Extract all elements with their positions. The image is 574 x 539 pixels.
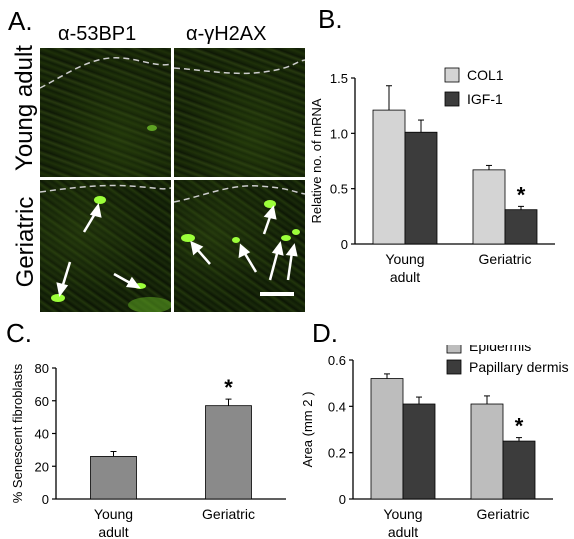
x-category-label: Young bbox=[385, 251, 424, 267]
x-category-label: Young bbox=[94, 506, 133, 522]
bar bbox=[372, 109, 406, 245]
y-tick-label: 80 bbox=[35, 361, 49, 376]
tissue-boundary-line bbox=[40, 57, 171, 131]
y-tick-label: 1.0 bbox=[330, 126, 348, 141]
y-tick-label: 60 bbox=[35, 394, 49, 409]
y-tick-label: 0 bbox=[339, 492, 346, 507]
tissue-boundary-line bbox=[174, 59, 305, 75]
bar bbox=[404, 131, 438, 245]
legend-swatch bbox=[444, 91, 460, 107]
bar bbox=[370, 378, 404, 500]
bar bbox=[504, 209, 538, 245]
panel-b-letter: B. bbox=[318, 4, 343, 34]
legend-label: IGF-1 bbox=[467, 91, 503, 107]
micrograph-geriatric-gh2ax bbox=[174, 180, 305, 312]
y-axis-title: Relative no. of mRNA bbox=[309, 98, 324, 223]
bar bbox=[502, 440, 536, 500]
column-header-gh2ax: α-γH2AX bbox=[186, 23, 267, 45]
chart-c-senescent: 0 20 40 60 80 % Senescent fibroblasts Young adu… bbox=[10, 361, 286, 539]
y-tick-label: 1.5 bbox=[330, 71, 348, 86]
x-category-label: Geriatric bbox=[477, 506, 530, 522]
y-tick-label: 0 bbox=[341, 237, 348, 252]
micrograph-young-gh2ax bbox=[174, 48, 305, 177]
geriatric-gh2ax-overlay bbox=[174, 185, 305, 296]
legend-label: Papillary dermis bbox=[469, 359, 569, 375]
column-header-53bp1: α-53BP1 bbox=[58, 23, 137, 45]
row-label-young-adult: Young adult bbox=[11, 45, 38, 171]
bar bbox=[90, 456, 137, 500]
bar bbox=[205, 405, 252, 500]
micrograph-grid bbox=[40, 48, 305, 312]
legend-swatch bbox=[446, 359, 462, 375]
y-tick-label: 0.4 bbox=[328, 399, 346, 414]
y-tick-label: 20 bbox=[35, 459, 49, 474]
y-tick-label: 0.5 bbox=[330, 182, 348, 197]
bar bbox=[472, 169, 506, 245]
y-tick-label: 0 bbox=[42, 492, 49, 507]
chart-b-mrna: 0 0.5 1.0 1.5 Relative no. of mRNA Young adult… bbox=[309, 67, 555, 285]
micrograph-geriatric-53bp1 bbox=[40, 180, 171, 312]
micrograph-young-53bp1 bbox=[40, 48, 171, 177]
x-category-label: Geriatric bbox=[202, 506, 255, 522]
bar bbox=[402, 403, 436, 500]
panel-c-letter: C. bbox=[6, 318, 32, 348]
significance-asterisk: * bbox=[515, 414, 524, 439]
row-label-geriatric: Geriatric bbox=[12, 196, 39, 288]
y-tick-label: 0.6 bbox=[328, 353, 346, 368]
legend-label: Epidermis bbox=[469, 345, 531, 354]
x-category-label: Young bbox=[383, 506, 422, 522]
y-tick-label: 0.2 bbox=[328, 446, 346, 461]
significance-asterisk: * bbox=[517, 182, 526, 207]
y-tick-label: 40 bbox=[35, 427, 49, 442]
x-category-label: adult bbox=[390, 269, 420, 285]
geriatric-53bp1-overlay bbox=[40, 184, 171, 312]
chart-d-area: 0 0.2 0.4 0.6 Area (mm 2 ) Young adult Geriatri… bbox=[300, 345, 569, 539]
bar bbox=[470, 403, 504, 500]
legend-label: COL1 bbox=[467, 67, 504, 83]
legend-swatch bbox=[444, 67, 460, 83]
panel-a-letter: A. bbox=[8, 6, 33, 36]
panel-d-letter: D. bbox=[312, 318, 338, 348]
y-axis-title: % Senescent fibroblasts bbox=[10, 363, 25, 503]
significance-asterisk: * bbox=[224, 375, 233, 400]
x-category-label: adult bbox=[98, 524, 128, 539]
x-category-label: adult bbox=[388, 524, 418, 539]
y-axis-title: Area (mm 2 ) bbox=[300, 392, 315, 468]
scale-bar bbox=[260, 292, 294, 296]
x-category-label: Geriatric bbox=[479, 251, 532, 267]
legend-swatch bbox=[446, 345, 462, 354]
